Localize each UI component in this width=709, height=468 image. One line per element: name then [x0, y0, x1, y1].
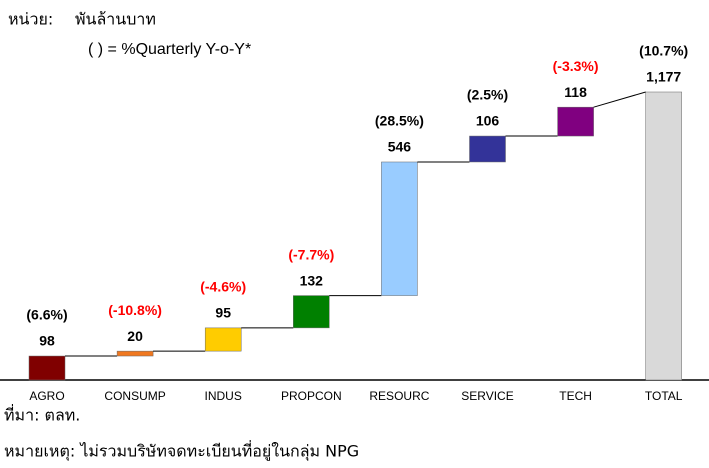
value-label: 95: [215, 305, 231, 321]
change-label: (10.7%): [639, 43, 688, 59]
change-label: (6.6%): [26, 307, 67, 323]
value-label: 20: [127, 328, 143, 344]
value-label: 546: [388, 139, 412, 155]
subtitle: ( ) = %Quarterly Y-o-Y*: [88, 41, 251, 58]
value-label: 98: [39, 333, 55, 349]
x-tick-label: TECH: [559, 389, 592, 403]
x-tick-label: INDUS: [205, 389, 242, 403]
change-label: (28.5%): [375, 113, 424, 129]
x-tick-label: SERVICE: [461, 389, 513, 403]
bar: [557, 106, 594, 137]
note: หมายเหตุ: ไม่รวมบริษัทจดทะเบียนที่อยู่ใน…: [4, 440, 359, 462]
change-label: (-7.7%): [288, 246, 334, 262]
x-tick-label: CONSUMP: [104, 389, 165, 403]
x-tick-label: AGRO: [29, 389, 64, 403]
bar: [293, 295, 330, 329]
value-label: 106: [476, 113, 500, 129]
source: ที่มา: ตลท.: [4, 404, 80, 425]
connector: [593, 91, 646, 108]
bar: [116, 350, 154, 357]
value-label: 1,177: [646, 69, 681, 85]
x-tick-label: PROPCON: [281, 389, 342, 403]
unit-label: หน่วย:: [8, 10, 53, 29]
bar: [28, 355, 66, 381]
change-label: (2.5%): [467, 87, 508, 103]
bar: [204, 327, 242, 352]
change-label: (-10.8%): [108, 302, 162, 318]
x-tick-label: RESOURC: [369, 389, 429, 403]
bar: [645, 91, 682, 381]
x-tick-label: TOTAL: [645, 389, 683, 403]
value-label: 118: [564, 84, 587, 100]
bar: [469, 135, 506, 163]
bar: [381, 161, 418, 296]
unit: พันล้านบาท: [75, 10, 156, 29]
change-label: (-4.6%): [200, 279, 246, 295]
value-label: 132: [300, 272, 324, 288]
change-label: (-3.3%): [553, 58, 599, 74]
